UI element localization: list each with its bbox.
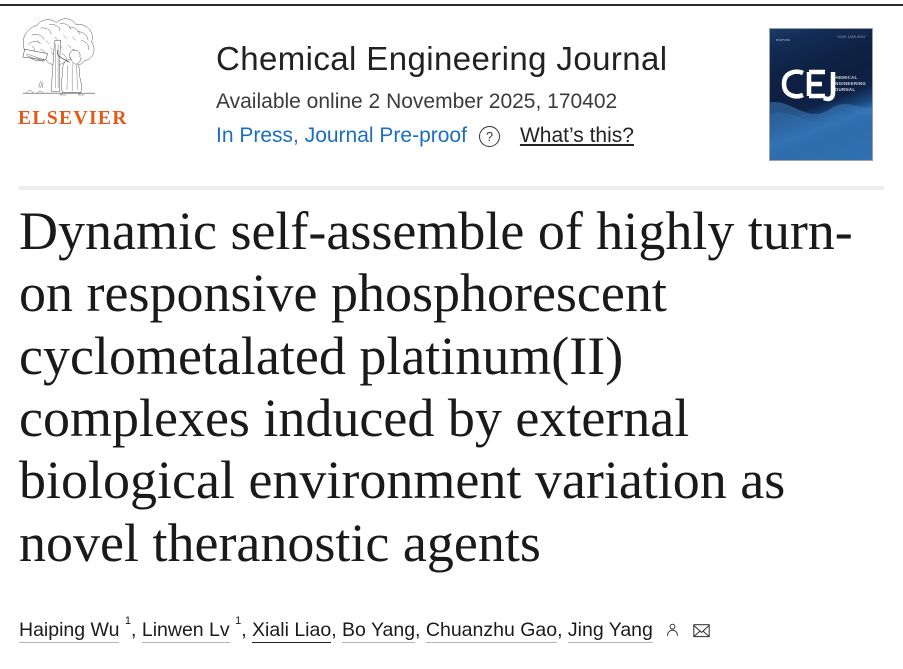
svg-text:ELSEVIER: ELSEVIER — [776, 38, 790, 42]
